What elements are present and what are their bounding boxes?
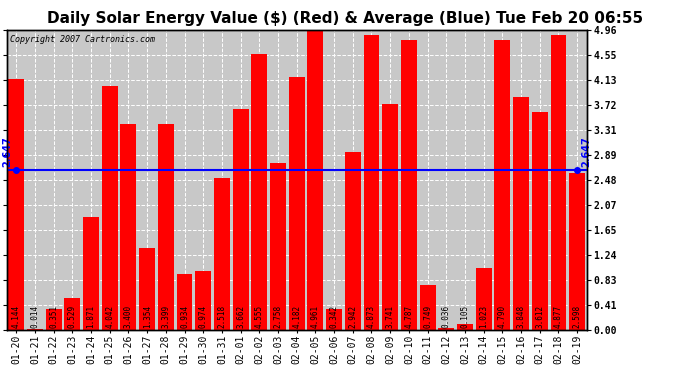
Bar — [326, 309, 342, 330]
Text: 0.934: 0.934 — [180, 305, 189, 328]
Text: 2.647: 2.647 — [582, 136, 591, 167]
Text: 3.741: 3.741 — [386, 305, 395, 328]
Bar — [475, 268, 491, 330]
Text: 0.974: 0.974 — [199, 305, 208, 328]
Text: 2.942: 2.942 — [348, 305, 357, 328]
Bar — [569, 173, 585, 330]
Bar — [382, 104, 398, 330]
Text: 2.518: 2.518 — [217, 305, 226, 328]
Text: 1.023: 1.023 — [479, 305, 488, 328]
Bar — [64, 298, 80, 330]
Bar — [288, 77, 305, 330]
Text: 4.787: 4.787 — [404, 305, 413, 328]
Bar — [214, 178, 230, 330]
Bar — [195, 271, 211, 330]
Bar — [308, 30, 324, 330]
Bar — [270, 163, 286, 330]
Text: 0.036: 0.036 — [442, 305, 451, 328]
Text: 3.848: 3.848 — [517, 305, 526, 328]
Bar — [251, 54, 267, 330]
Bar — [102, 86, 118, 330]
Text: 3.662: 3.662 — [236, 305, 245, 328]
Bar — [495, 40, 511, 330]
Bar — [513, 97, 529, 330]
Text: 1.354: 1.354 — [143, 305, 152, 328]
Text: 0.529: 0.529 — [68, 305, 77, 328]
Text: Daily Solar Energy Value ($) (Red) & Average (Blue) Tue Feb 20 06:55: Daily Solar Energy Value ($) (Red) & Ave… — [47, 11, 643, 26]
Bar — [401, 40, 417, 330]
Bar — [364, 35, 380, 330]
Bar — [177, 273, 193, 330]
Bar — [121, 124, 137, 330]
Text: Copyright 2007 Cartronics.com: Copyright 2007 Cartronics.com — [10, 34, 155, 44]
Text: 4.182: 4.182 — [292, 305, 302, 328]
Text: 4.961: 4.961 — [311, 305, 320, 328]
Text: 2.758: 2.758 — [273, 305, 282, 328]
Text: 4.042: 4.042 — [106, 305, 115, 328]
Text: 0.014: 0.014 — [30, 305, 39, 328]
Text: 4.144: 4.144 — [12, 305, 21, 328]
Bar — [8, 80, 24, 330]
Bar — [457, 324, 473, 330]
Bar — [83, 217, 99, 330]
Bar — [345, 152, 361, 330]
Bar — [158, 124, 174, 330]
Bar — [420, 285, 435, 330]
Text: 3.399: 3.399 — [161, 305, 170, 328]
Bar — [233, 108, 248, 330]
Text: 3.612: 3.612 — [535, 305, 544, 328]
Text: 2.647: 2.647 — [2, 136, 12, 167]
Text: 3.400: 3.400 — [124, 305, 133, 328]
Text: 4.873: 4.873 — [367, 305, 376, 328]
Bar — [551, 35, 566, 330]
Bar — [27, 329, 43, 330]
Bar — [139, 248, 155, 330]
Text: 4.877: 4.877 — [554, 305, 563, 328]
Text: 0.351: 0.351 — [49, 305, 58, 328]
Text: 0.342: 0.342 — [330, 305, 339, 328]
Text: 4.790: 4.790 — [498, 305, 507, 328]
Text: 2.598: 2.598 — [573, 305, 582, 328]
Bar — [532, 111, 548, 330]
Bar — [438, 328, 454, 330]
Text: 0.105: 0.105 — [460, 305, 469, 328]
Text: 0.749: 0.749 — [423, 305, 432, 328]
Text: 1.871: 1.871 — [86, 305, 95, 328]
Text: 4.555: 4.555 — [255, 305, 264, 328]
Bar — [46, 309, 61, 330]
